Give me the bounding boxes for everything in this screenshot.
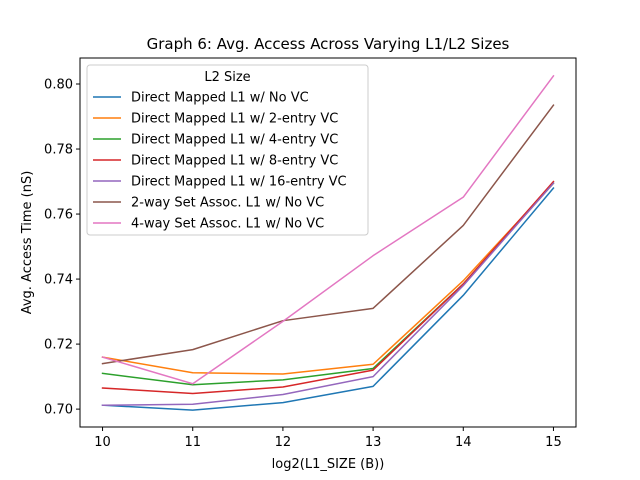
x-tick-label: 10 [94,435,111,450]
y-tick-label: 0.78 [44,143,73,158]
legend-label-2: Direct Mapped L1 w/ 2-entry VC [131,112,338,127]
x-tick-label: 12 [275,435,292,450]
legend-label-5: Direct Mapped L1 w/ 16-entry VC [131,175,347,190]
x-tick-label: 14 [455,435,472,450]
legend-label-4: Direct Mapped L1 w/ 8-entry VC [131,154,338,169]
y-axis-label: Avg. Access Time (nS) [20,171,35,315]
y-axis: 0.70 0.72 0.74 0.76 0.78 0.80 [44,78,80,418]
x-tick-label: 15 [545,435,562,450]
y-tick-label: 0.70 [44,403,73,418]
legend-title: L2 Size [204,70,250,85]
legend-frame [86,64,369,236]
series-layer [101,74,555,411]
legend-label-3: Direct Mapped L1 w/ 4-entry VC [131,133,338,148]
series-line-6 [101,104,555,365]
legend-entries: Direct Mapped L1 w/ No VC Direct Mapped L… [93,91,347,232]
series-line-4 [101,180,555,395]
legend: L2 Size Direct Mapped L1 w/ No VCDirect … [86,64,369,236]
y-tick-label: 0.76 [44,208,73,223]
x-tick-label: 13 [365,435,382,450]
x-tick-label: 11 [184,435,201,450]
y-tick-label: 0.72 [44,338,73,353]
y-tick-label: 0.74 [44,273,73,288]
series-line-2 [101,182,555,375]
plot-frame [79,57,577,428]
chart-title: Graph 6: Avg. Access Across Varying L1/L… [147,35,510,53]
y-tick-label: 0.80 [44,78,73,93]
series-line-7 [101,74,555,385]
x-axis-label: log2(L1_SIZE (B)) [272,457,385,472]
x-axis: 10 11 12 13 14 15 [94,427,562,450]
legend-label-1: Direct Mapped L1 w/ No VC [131,91,309,106]
series-line-1 [101,186,555,411]
legend-label-7: 4-way Set Assoc. L1 w/ No VC [131,217,324,232]
series-line-5 [101,182,555,406]
legend-label-6: 2-way Set Assoc. L1 w/ No VC [131,196,324,211]
